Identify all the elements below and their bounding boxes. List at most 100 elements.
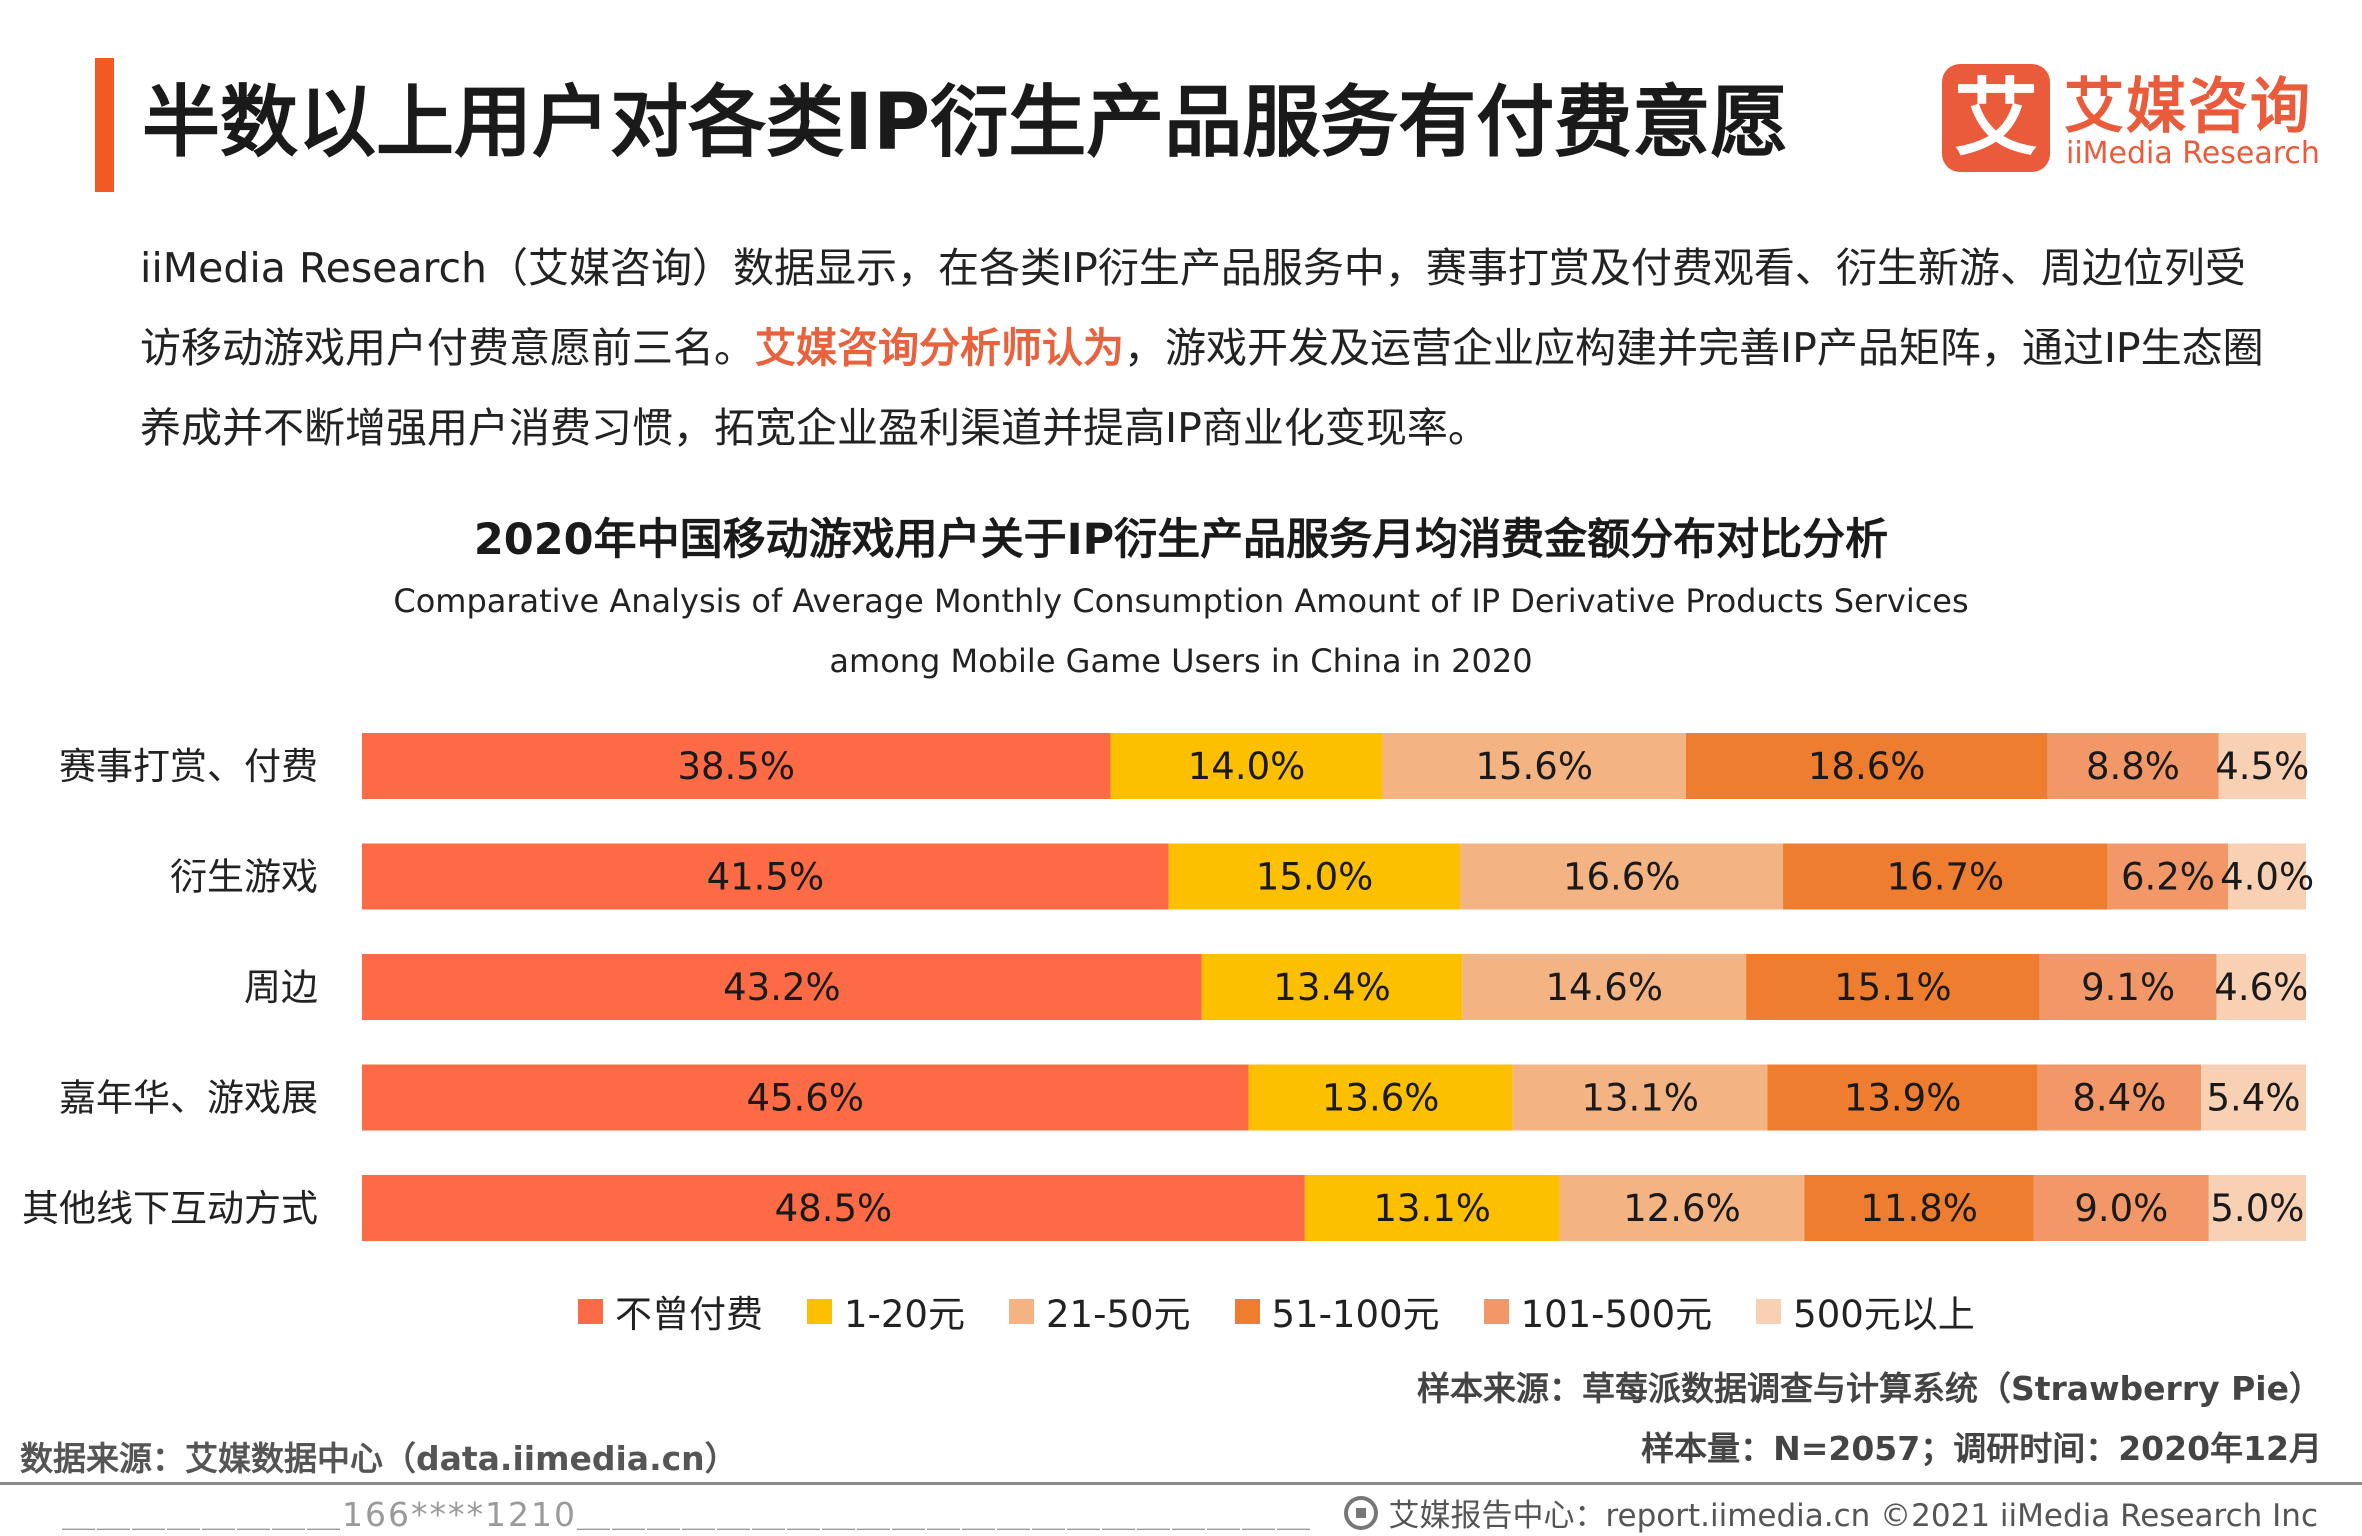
bar-segment [362, 733, 1111, 799]
data-label: 14.0% [1188, 745, 1306, 788]
logo-glyph: 艾 [1953, 69, 2038, 167]
legend-item: 500元以上 [1756, 1284, 1975, 1338]
bar-segment [362, 1175, 1305, 1241]
legend-swatch [807, 1298, 832, 1324]
bar-segment [1804, 1175, 2034, 1241]
footer-watermark: ＿＿＿＿＿＿＿＿166****1210＿＿＿＿＿＿＿＿＿＿＿＿＿＿＿＿＿＿＿＿＿ [62, 1495, 1312, 1534]
bar-segment [2037, 1064, 2202, 1131]
bar-segment [2047, 733, 2219, 799]
logo-mark-icon: 艾 [1942, 64, 2050, 172]
legend-item: 51-100元 [1234, 1284, 1440, 1338]
data-source: 数据来源：艾媒数据中心（data.iimedia.cn） [20, 1439, 738, 1478]
bar-segment [2201, 1064, 2306, 1131]
legend-item: 不曾付费 [578, 1284, 763, 1338]
data-label: 14.6% [1545, 966, 1663, 1009]
brand-logo: 艾 艾媒咨询 iiMedia Research [1942, 62, 2322, 182]
category-label: 嘉年华、游戏展 [59, 1077, 318, 1120]
data-label: 13.1% [1373, 1187, 1491, 1230]
data-label: 45.6% [746, 1077, 864, 1120]
bar-segment [1248, 1064, 1513, 1131]
bar-segment [1201, 954, 1463, 1020]
data-label: 48.5% [775, 1187, 893, 1230]
legend-item: 21-50元 [1008, 1284, 1191, 1338]
data-label: 8.8% [2086, 745, 2180, 788]
legend-item: 101-500元 [1483, 1284, 1713, 1338]
sample-source: 样本来源：草莓派数据调查与计算系统（Strawberry Pie） [1416, 1369, 2322, 1408]
intro-text-2: ，游戏开发及运营企业应构建并完善IP产品矩阵，通过IP生态圈养成并不断增强用户消… [140, 324, 2264, 452]
data-label: 15.1% [1834, 966, 1952, 1009]
data-label: 9.1% [2081, 966, 2175, 1009]
bar-segment [2216, 954, 2306, 1020]
data-label: 11.8% [1860, 1187, 1978, 1230]
legend-swatch [1234, 1298, 1260, 1324]
data-label: 13.1% [1581, 1077, 1699, 1120]
bar-segment [1685, 733, 2048, 799]
data-label: 16.7% [1887, 856, 2005, 899]
chart-legend: 不曾付费 1-20元 21-50元 51-100元 101-500元 500元以上 [578, 1286, 2019, 1336]
data-label: 43.2% [723, 966, 841, 1009]
data-label: 15.0% [1256, 856, 1374, 899]
bar-segment [362, 1064, 1249, 1131]
bar-segment [1559, 1175, 1805, 1241]
data-label: 15.6% [1475, 745, 1593, 788]
bar-segment [362, 954, 1202, 1020]
legend-label: 51-100元 [1271, 1293, 1440, 1336]
legend-swatch [1483, 1298, 1509, 1324]
chart-subtitle-line-1: Comparative Analysis of Average Monthly … [393, 582, 1969, 620]
legend-label: 1-20元 [844, 1293, 965, 1336]
category-label: 衍生游戏 [170, 856, 318, 899]
bar-segment [1460, 843, 1784, 910]
chart-title: 2020年中国移动游戏用户关于IP衍生产品服务月均消费金额分布对比分析 [473, 515, 1889, 565]
intro-paragraph: iiMedia Research（艾媒咨询）数据显示，在各类IP衍生产品服务中，… [140, 228, 2280, 468]
intro-highlight: 艾媒咨询分析师认为 [755, 324, 1124, 372]
logo-text-cn: 艾媒咨询 [2064, 72, 2312, 142]
title-accent-bar [95, 58, 114, 192]
data-label: 5.4% [2207, 1077, 2301, 1120]
bar-segment [1512, 1064, 1768, 1131]
bar-segment [1382, 733, 1686, 799]
bar-segment [1168, 843, 1461, 910]
data-label: 38.5% [677, 745, 795, 788]
legend-swatch [578, 1298, 603, 1324]
legend-item: 1-20元 [807, 1284, 965, 1338]
bar-segment [362, 843, 1169, 910]
data-label: 4.5% [2215, 745, 2309, 788]
legend-label: 101-500元 [1520, 1293, 1713, 1336]
category-label: 周边 [244, 966, 318, 1009]
data-label: 18.6% [1808, 745, 1926, 788]
bar-segment [1304, 1175, 1560, 1241]
data-label: 4.6% [2214, 966, 2308, 1009]
bar-segment [2033, 1175, 2209, 1241]
bar-segment [2218, 733, 2306, 799]
data-label: 13.4% [1273, 966, 1391, 1009]
chart-subtitle-line-2: among Mobile Game Users in China in 2020 [829, 642, 1533, 680]
data-label: 13.6% [1322, 1077, 1440, 1120]
legend-swatch [1008, 1298, 1034, 1324]
report-center-icon [1344, 1495, 1379, 1530]
bar-segment [2228, 843, 2306, 910]
footer-divider [0, 1482, 2362, 1485]
category-label: 其他线下互动方式 [22, 1187, 318, 1230]
data-label: 9.0% [2074, 1187, 2168, 1230]
category-label: 赛事打赏、付费 [59, 745, 318, 788]
legend-label: 不曾付费 [615, 1293, 763, 1336]
data-label: 41.5% [707, 856, 825, 899]
legend-swatch [1756, 1298, 1782, 1324]
bar-segment [2107, 843, 2229, 910]
sample-size: 样本量：N=2057；调研时间：2020年12月 [1641, 1429, 2322, 1468]
data-label: 16.6% [1563, 856, 1681, 899]
footer-right-text: 艾媒报告中心：report.iimedia.cn ©2021 iiMedia R… [1388, 1498, 2318, 1534]
bar-segment [1110, 733, 1383, 799]
intro-text-1: iiMedia Research（艾媒咨询）数据显示，在各类IP衍生产品服务中，… [140, 244, 2246, 372]
legend-label: 21-50元 [1045, 1293, 1191, 1336]
page-title: 半数以上用户对各类IP衍生产品服务有付费意愿 [142, 78, 1789, 168]
bar-segment [1462, 954, 1747, 1020]
bar-segment [1767, 1064, 2038, 1131]
data-label: 5.0% [2210, 1187, 2304, 1230]
bar-segment [2208, 1175, 2306, 1241]
legend-label: 500元以上 [1793, 1293, 1975, 1336]
logo-text-en: iiMedia Research [2066, 136, 2320, 171]
bar-segment [1746, 954, 2040, 1020]
data-label: 12.6% [1623, 1187, 1741, 1230]
bar-segment [2039, 954, 2217, 1020]
